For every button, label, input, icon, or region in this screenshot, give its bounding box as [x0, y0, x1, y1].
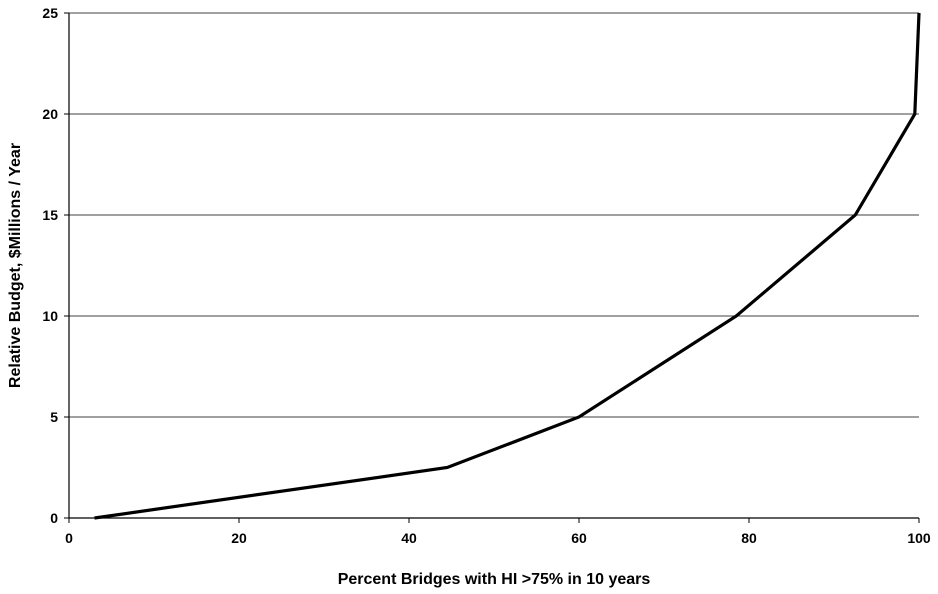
x-tick-label: 40 [401, 530, 417, 546]
x-tick-label: 100 [907, 530, 931, 546]
y-axis-ticks: 0 5 10 15 20 25 [42, 5, 69, 526]
y-tick-label: 20 [42, 106, 58, 122]
x-axis-title: Percent Bridges with HI >75% in 10 years [338, 571, 651, 588]
y-tick-label: 25 [42, 5, 58, 21]
gridlines [69, 12, 919, 418]
y-tick-label: 10 [42, 308, 58, 324]
y-tick-label: 0 [50, 510, 58, 526]
series-line-0 [94, 12, 921, 520]
y-tick-label: 5 [50, 409, 58, 425]
x-tick-label: 80 [741, 530, 757, 546]
x-tick-label: 60 [571, 530, 587, 546]
x-tick-label: 0 [65, 530, 73, 546]
x-tick-label: 20 [231, 530, 247, 546]
y-tick-label: 15 [42, 207, 58, 223]
y-axis-title: Relative Budget, $Millions / Year [7, 143, 24, 388]
axes [68, 13, 919, 519]
series-group [94, 12, 921, 520]
x-axis-ticks: 0 20 40 60 80 100 [65, 518, 931, 546]
